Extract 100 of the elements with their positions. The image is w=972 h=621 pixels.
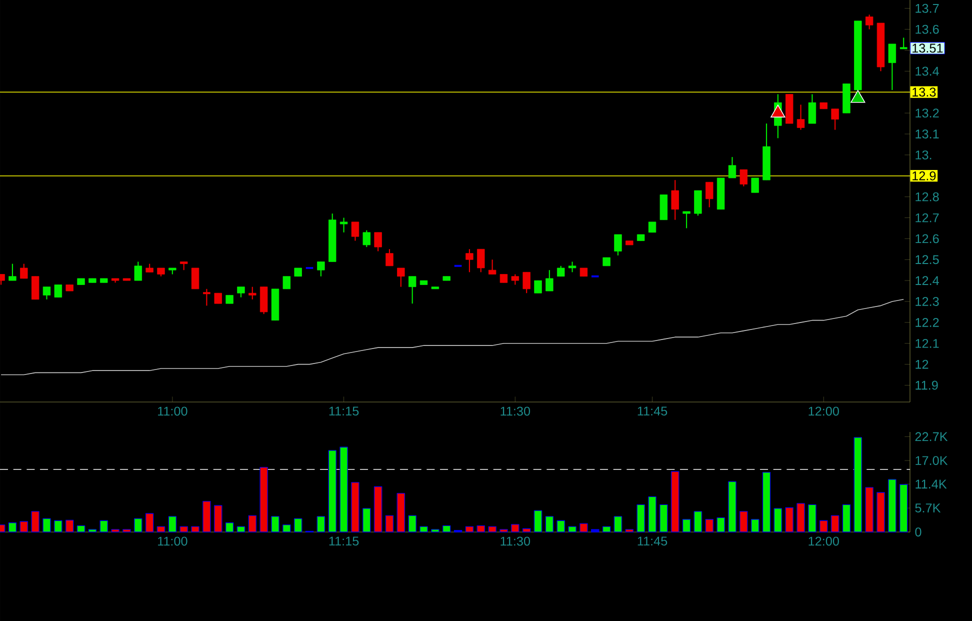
bar (340, 446, 348, 532)
x-tick-label: 12:00 (808, 536, 839, 546)
bar (625, 529, 634, 532)
bar (396, 492, 406, 532)
candlestick (477, 248, 485, 273)
y-tick-label: 11.4K (916, 480, 947, 488)
bar (785, 507, 794, 532)
bar (808, 504, 816, 532)
candlestick (362, 230, 370, 248)
candlestick (568, 261, 576, 273)
bar (191, 526, 200, 532)
candlestick (614, 234, 622, 256)
x-tick-label: 11:45 (638, 406, 668, 416)
bar (648, 496, 656, 532)
candlestick (546, 270, 554, 292)
bar (385, 515, 394, 532)
bar (556, 520, 565, 532)
bar (431, 529, 440, 532)
bar (694, 511, 702, 532)
bar (236, 526, 246, 532)
y-tick-label: 13.1 (916, 130, 939, 138)
bar (111, 529, 120, 532)
y-tick-label: 12.6 (916, 234, 939, 244)
candlestick (488, 259, 496, 275)
candlestick (20, 263, 28, 279)
bar (614, 516, 622, 532)
bar (100, 520, 108, 532)
bar (705, 519, 714, 532)
bar (671, 471, 680, 532)
ref-line-label: 12.9 (912, 171, 936, 180)
candlestick (534, 280, 542, 294)
bar (545, 516, 554, 532)
candlestick (740, 169, 748, 187)
bar (214, 505, 222, 532)
bar (888, 479, 896, 532)
bar (602, 526, 611, 532)
y-tick-label: 13.7 (916, 4, 939, 13)
bar (316, 516, 326, 532)
bar (500, 529, 508, 532)
bar (865, 487, 874, 532)
candlestick (682, 210, 690, 229)
bar (8, 522, 17, 532)
bar (282, 524, 291, 532)
y-tick-label: 5.7K (915, 504, 941, 512)
candlestick (408, 276, 416, 304)
bar (534, 510, 542, 532)
x-tick-label: 11:00 (158, 406, 188, 416)
bar (899, 484, 908, 532)
y-tick-label: 12 (916, 360, 928, 369)
bar (202, 500, 211, 532)
bar (65, 520, 74, 532)
bar (728, 481, 736, 532)
bar (156, 526, 166, 532)
bar (820, 520, 828, 532)
bar (76, 525, 86, 532)
candlestick (728, 156, 736, 178)
bar (271, 516, 280, 532)
bar (374, 486, 382, 532)
x-tick-label: 11:00 (158, 536, 188, 546)
bar (854, 437, 862, 532)
bar (636, 504, 645, 532)
bar (54, 520, 62, 532)
candlestick (8, 263, 16, 282)
candlestick (522, 272, 530, 294)
bar (830, 515, 840, 532)
candlestick (374, 232, 382, 252)
bar (362, 508, 371, 532)
bar (134, 518, 142, 532)
candlestick (351, 221, 360, 242)
y-tick-label: 11.9 (916, 380, 938, 390)
candlestick (694, 190, 702, 216)
y-tick-label: 12.1 (916, 338, 939, 348)
x-tick-label: 11:30 (500, 536, 530, 546)
y-tick-label: 13.2 (916, 108, 939, 118)
candlestick (556, 265, 565, 277)
y-tick-label: 17.0K (916, 456, 948, 466)
y-tick-label: 12.5 (916, 255, 939, 264)
x-tick-label: 11:15 (329, 536, 359, 546)
y-tick-label: 13.4 (916, 66, 939, 76)
candlestick (671, 180, 679, 220)
candlestick (214, 292, 222, 304)
bar (442, 525, 451, 532)
bar (31, 511, 40, 532)
x-tick-label: 11:30 (500, 406, 530, 416)
candlestick (31, 276, 40, 300)
ref-line-label: 13.3 (912, 88, 936, 97)
bar (225, 522, 234, 532)
bar (476, 525, 485, 532)
bar (842, 504, 851, 532)
candlestick (397, 267, 405, 288)
y-tick-label: 12.8 (916, 192, 939, 202)
candlestick (191, 267, 200, 290)
bar (511, 524, 520, 532)
y-tick-label: 22.7K (915, 432, 948, 442)
candlestick (386, 248, 394, 266)
bar (42, 518, 51, 532)
bar (580, 523, 588, 532)
bar (168, 516, 177, 532)
candlestick (865, 14, 874, 30)
candlestick (134, 261, 142, 282)
